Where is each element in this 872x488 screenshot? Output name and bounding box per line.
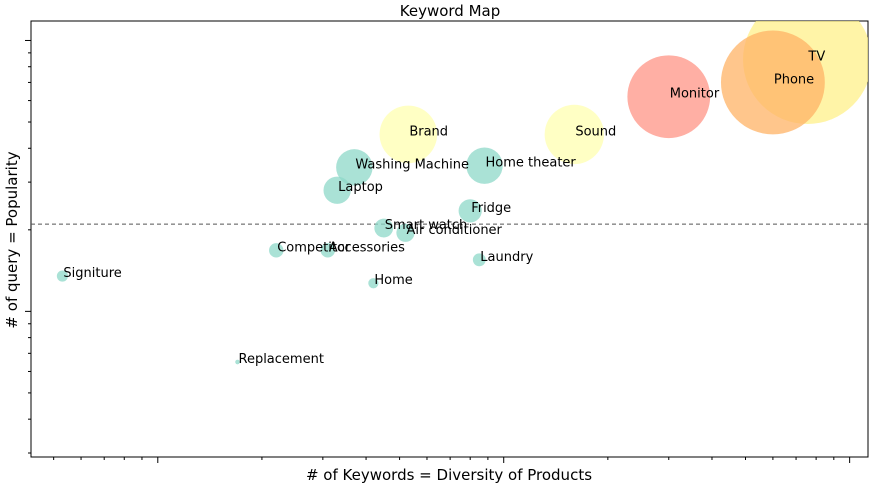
bubble-laptop: [323, 176, 351, 204]
bubble-monitor: [627, 55, 711, 139]
bubble-sound: [544, 104, 605, 165]
bubble-accessories: [320, 243, 335, 258]
label-layer: TV Phone Monitor Brand Sound Washing Machine H…: [63, 50, 825, 367]
x-axis-label: # of Keywords = Diversity of Products: [306, 466, 592, 484]
point-label-signiture: Signiture: [63, 266, 121, 281]
point-label-competitor: Competitor: [277, 240, 351, 255]
bubble-washing-machine: [336, 149, 373, 186]
bubble-competitor: [269, 243, 284, 258]
bubble-replacement: [235, 359, 240, 365]
point-label-tv: TV: [807, 50, 825, 65]
point-label-home-theater: Home theater: [486, 156, 577, 171]
bubble-fridge: [458, 199, 482, 223]
point-label-laptop: Laptop: [338, 180, 383, 195]
point-label-air-conditioner: Air conditioner: [406, 223, 502, 238]
point-label-monitor: Monitor: [670, 87, 720, 102]
bubble-laundry: [472, 253, 486, 267]
bubble-air-conditioner: [396, 223, 415, 242]
point-label-brand: Brand: [409, 124, 448, 139]
plot-frame: [30, 20, 869, 458]
y-axis-label: # of query = Popularity: [3, 151, 21, 328]
point-label-washing-machine: Washing Machine: [355, 157, 469, 172]
point-label-accessories: Accessories: [329, 240, 405, 255]
bubble-home: [368, 278, 379, 289]
point-label-phone: Phone: [774, 72, 814, 87]
point-label-replacement: Replacement: [239, 352, 324, 367]
axis-ticks: [25, 39, 851, 463]
bubble-brand: [379, 105, 438, 164]
point-label-sound: Sound: [575, 124, 616, 139]
bubble-layer: [56, 21, 868, 365]
bubble-home-theater: [466, 147, 503, 184]
point-label-fridge: Fridge: [471, 201, 511, 216]
bubble-signiture: [56, 270, 68, 282]
point-label-home: Home: [374, 273, 412, 288]
bubble-smart-watch: [374, 218, 394, 238]
bubble-phone: [720, 30, 825, 135]
point-label-smart-watch: Smart watch: [385, 218, 468, 233]
point-label-laundry: Laundry: [480, 250, 533, 265]
chart-title: Keyword Map: [400, 2, 501, 20]
